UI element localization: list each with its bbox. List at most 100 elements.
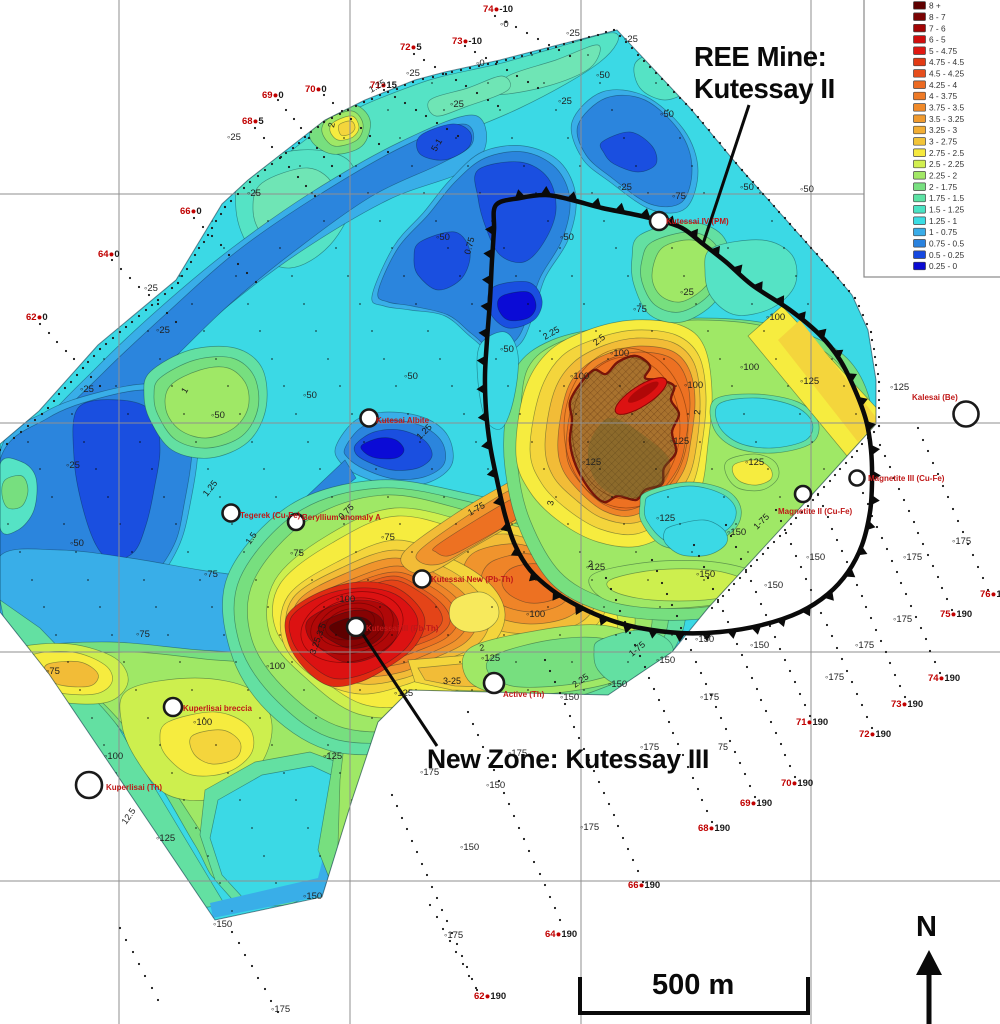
svg-text:◦25: ◦25	[566, 28, 580, 39]
svg-text:◦75: ◦75	[290, 548, 304, 559]
svg-text:◦100: ◦100	[266, 661, 285, 672]
svg-text:3-25: 3-25	[443, 676, 461, 686]
svg-text:◦25: ◦25	[80, 384, 94, 395]
svg-text:REE Mine:: REE Mine:	[694, 41, 826, 72]
svg-text:◦50: ◦50	[596, 70, 610, 81]
svg-text:Tegerek (Cu-Fe): Tegerek (Cu-Fe)	[240, 511, 301, 520]
svg-text:◦50: ◦50	[211, 410, 225, 421]
svg-text:New Zone: Kutessay III: New Zone: Kutessay III	[427, 744, 709, 774]
svg-text:Magnetite II (Cu-Fe): Magnetite II (Cu-Fe)	[778, 507, 853, 516]
svg-text:Magnetite III (Cu-Fe): Magnetite III (Cu-Fe)	[868, 474, 945, 483]
svg-text:◦150: ◦150	[608, 679, 627, 690]
svg-text:◦50: ◦50	[560, 232, 574, 243]
svg-text:◦150: ◦150	[460, 842, 479, 853]
svg-text:1.75 - 1.5: 1.75 - 1.5	[929, 193, 964, 203]
svg-text:8 +: 8 +	[929, 1, 941, 11]
svg-text:◦50: ◦50	[404, 371, 418, 382]
svg-text:2.25 - 2: 2.25 - 2	[929, 171, 958, 181]
svg-text:◦100: ◦100	[740, 362, 759, 373]
svg-text:◦100: ◦100	[610, 348, 629, 359]
svg-text:◦125: ◦125	[670, 436, 689, 447]
svg-text:3.25 - 3: 3.25 - 3	[929, 125, 958, 135]
svg-text:76●1: 76●1	[980, 589, 1000, 600]
svg-text:4 - 3.75: 4 - 3.75	[929, 91, 958, 101]
svg-text:◦25: ◦25	[450, 99, 464, 110]
svg-text:Kuperlisai breccia: Kuperlisai breccia	[183, 704, 252, 713]
svg-text:70●0: 70●0	[305, 84, 327, 95]
svg-text:2: 2	[326, 122, 337, 129]
svg-text:◦25: ◦25	[406, 68, 420, 79]
svg-text:◦75: ◦75	[672, 191, 686, 202]
svg-text:4.25 - 4: 4.25 - 4	[929, 80, 958, 90]
svg-text:◦25: ◦25	[680, 287, 694, 298]
svg-text:◦100: ◦100	[104, 751, 123, 762]
svg-text:74●190: 74●190	[928, 673, 960, 684]
svg-text:◦175: ◦175	[580, 822, 599, 833]
svg-text:73●-10: 73●-10	[452, 36, 482, 47]
svg-text:2: 2	[588, 559, 593, 569]
svg-text:72●190: 72●190	[859, 729, 891, 740]
svg-text:75●190: 75●190	[940, 609, 972, 620]
svg-text:66●0: 66●0	[180, 206, 202, 217]
svg-text:◦175: ◦175	[700, 692, 719, 703]
svg-text:2: 2	[692, 409, 702, 415]
svg-text:74●-10: 74●-10	[483, 4, 513, 15]
svg-text:Kutessai IV (PM): Kutessai IV (PM)	[666, 217, 729, 226]
svg-text:◦125: ◦125	[890, 382, 909, 393]
svg-text:1.5 - 1.25: 1.5 - 1.25	[929, 205, 964, 215]
svg-text:◦50: ◦50	[800, 184, 814, 195]
svg-text:0.25 - 0: 0.25 - 0	[929, 261, 958, 271]
svg-text:◦125: ◦125	[586, 562, 605, 573]
svg-text:◦175: ◦175	[420, 767, 439, 778]
svg-text:68●5: 68●5	[242, 116, 264, 127]
svg-text:73●190: 73●190	[891, 699, 923, 710]
svg-text:8 - 7: 8 - 7	[929, 12, 946, 22]
svg-text:◦100: ◦100	[766, 312, 785, 323]
svg-text:Kutessay II: Kutessay II	[694, 73, 835, 104]
svg-text:◦150: ◦150	[764, 580, 783, 591]
svg-text:62●0: 62●0	[26, 312, 48, 323]
svg-text:1.25 - 1: 1.25 - 1	[929, 216, 958, 226]
svg-text:◦125: ◦125	[656, 513, 675, 524]
svg-text:3.75 - 3.5: 3.75 - 3.5	[929, 103, 964, 113]
svg-text:◦25: ◦25	[624, 34, 638, 45]
svg-text:◦50: ◦50	[500, 344, 514, 355]
svg-text:◦150: ◦150	[656, 655, 675, 666]
svg-text:Beryllium anomaly A: Beryllium anomaly A	[302, 513, 381, 522]
svg-text:◦25: ◦25	[247, 188, 261, 199]
svg-text:◦175: ◦175	[893, 614, 912, 625]
svg-text:68●190: 68●190	[698, 823, 730, 834]
svg-text:Kutessai New (Pb-Th): Kutessai New (Pb-Th)	[431, 575, 514, 584]
svg-text:6 - 5: 6 - 5	[929, 35, 946, 45]
svg-text:◦150: ◦150	[806, 552, 825, 563]
svg-text:66●190: 66●190	[628, 880, 660, 891]
svg-text:4.5 - 4.25: 4.5 - 4.25	[929, 69, 964, 79]
svg-text:5 - 4.75: 5 - 4.75	[929, 46, 958, 56]
svg-text:71●15: 71●15	[370, 80, 398, 91]
svg-text:Kutessai III (Pb-Th): Kutessai III (Pb-Th)	[366, 624, 439, 633]
svg-text:◦125: ◦125	[582, 457, 601, 468]
svg-text:◦100: ◦100	[526, 609, 545, 620]
svg-text:◦175: ◦175	[444, 930, 463, 941]
svg-text:Kuperlisai (Th): Kuperlisai (Th)	[106, 783, 162, 792]
svg-text:◦75: ◦75	[381, 532, 395, 543]
svg-text:0.5 - 0.25: 0.5 - 0.25	[929, 250, 964, 260]
svg-text:◦175: ◦175	[640, 742, 659, 753]
svg-text:◦175: ◦175	[508, 748, 527, 759]
svg-text:◦125: ◦125	[800, 376, 819, 387]
svg-text:◦175: ◦175	[855, 640, 874, 651]
svg-text:Kalesai (Be): Kalesai (Be)	[912, 393, 958, 402]
svg-text:◦125: ◦125	[156, 833, 175, 844]
svg-text:0.75: 0.75	[462, 236, 476, 256]
svg-text:◦75: ◦75	[46, 666, 60, 677]
svg-text:2: 2	[479, 642, 486, 653]
svg-text:62●190: 62●190	[474, 991, 506, 1002]
svg-text:◦50: ◦50	[740, 182, 754, 193]
svg-text:3: 3	[545, 500, 556, 507]
svg-text:◦25: ◦25	[558, 96, 572, 107]
svg-text:◦150: ◦150	[486, 780, 505, 791]
svg-text:◦150: ◦150	[750, 640, 769, 651]
svg-text:◦50: ◦50	[660, 109, 674, 120]
svg-text:Kutesai Albite: Kutesai Albite	[376, 416, 430, 425]
svg-text:◦125: ◦125	[394, 688, 413, 699]
